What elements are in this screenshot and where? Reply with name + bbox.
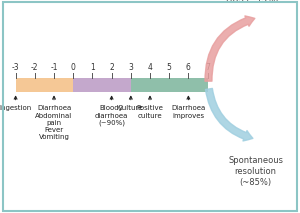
Text: -2: -2 xyxy=(31,63,39,72)
Text: 0: 0 xyxy=(71,63,76,72)
Text: 2: 2 xyxy=(109,63,114,72)
Text: -3: -3 xyxy=(12,63,20,72)
Bar xyxy=(73,78,131,92)
FancyArrowPatch shape xyxy=(205,16,255,81)
Text: 1: 1 xyxy=(90,63,95,72)
Text: 7: 7 xyxy=(205,63,210,72)
Text: Ingestion: Ingestion xyxy=(0,105,32,111)
Text: 4: 4 xyxy=(148,63,152,72)
Text: Spontaneous
resolution
(~85%): Spontaneous resolution (~85%) xyxy=(228,156,283,187)
Text: Bloody
diarrhoea
(~90%): Bloody diarrhoea (~90%) xyxy=(95,105,128,126)
Text: Positive
culture: Positive culture xyxy=(136,105,164,119)
Text: Culture: Culture xyxy=(118,105,144,111)
Text: 6: 6 xyxy=(186,63,191,72)
FancyArrowPatch shape xyxy=(206,88,253,141)
Text: -1: -1 xyxy=(50,63,58,72)
Text: 5: 5 xyxy=(167,63,172,72)
Bar xyxy=(131,78,208,92)
Text: 3: 3 xyxy=(128,63,133,72)
Text: Diarrhoea
improves: Diarrhoea improves xyxy=(171,105,206,119)
Bar xyxy=(16,78,73,92)
Text: Diarrhoea
Abdominal
pain
Fever
Vomiting: Diarrhoea Abdominal pain Fever Vomiting xyxy=(35,105,73,140)
Text: HUS (~15%): HUS (~15%) xyxy=(226,0,278,4)
